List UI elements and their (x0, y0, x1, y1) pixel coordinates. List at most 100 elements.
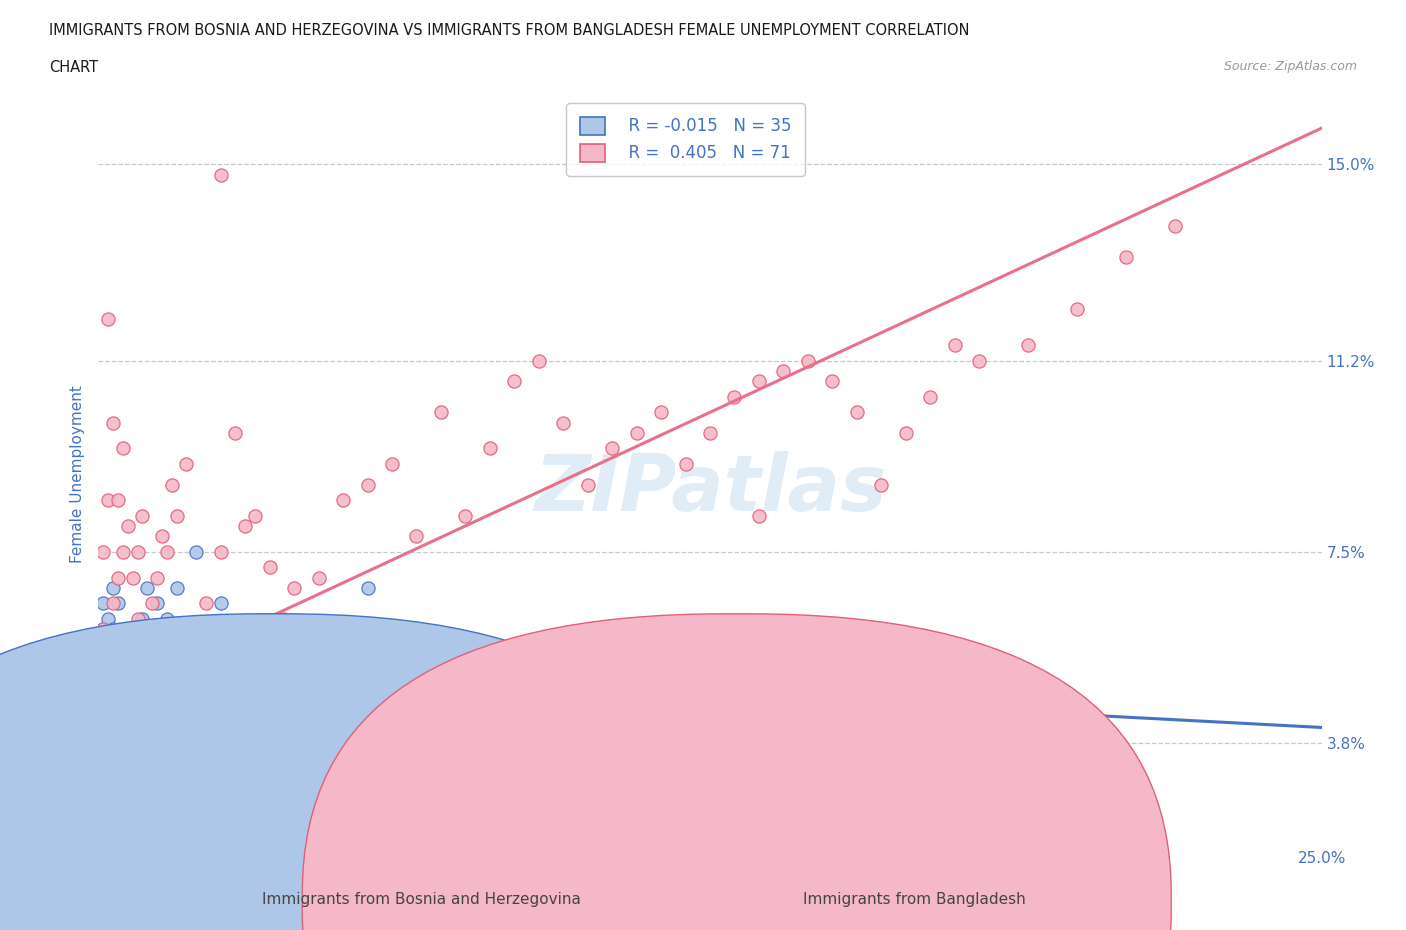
Point (117, 684, 139, 698)
Point (111, 632, 134, 647)
Point (273, 663, 295, 678)
Point (797, 353, 820, 368)
Point (156, 544, 179, 559)
Point (101, 699, 124, 714)
Point (233, 519, 256, 534)
Point (111, 441, 134, 456)
Point (894, 426, 917, 441)
Point (259, 622, 281, 637)
Point (454, 508, 477, 523)
Point (131, 612, 153, 627)
Point (943, 338, 966, 352)
Point (195, 596, 218, 611)
Point (553, 415, 575, 430)
Point (723, 390, 745, 405)
Point (430, 405, 453, 419)
Point (91, 647, 114, 662)
Point (576, 477, 599, 492)
Point (146, 596, 169, 611)
Text: Immigrants from Bangladesh: Immigrants from Bangladesh (803, 892, 1025, 907)
Point (117, 519, 139, 534)
Point (117, 647, 139, 662)
Point (101, 596, 124, 611)
Point (273, 612, 295, 627)
Point (107, 493, 129, 508)
Point (101, 415, 124, 430)
Point (101, 622, 124, 637)
Point (127, 544, 149, 559)
Point (97, 663, 120, 678)
Point (332, 493, 354, 508)
Point (699, 426, 721, 441)
Point (308, 570, 330, 585)
Point (156, 612, 179, 627)
FancyBboxPatch shape (0, 614, 707, 930)
Point (111, 544, 134, 559)
Point (91, 544, 114, 559)
Point (150, 529, 173, 544)
Point (121, 570, 143, 585)
Point (292, 632, 315, 647)
Point (870, 477, 893, 492)
Point (97, 684, 120, 698)
Point (772, 364, 794, 379)
Point (821, 374, 844, 389)
Point (650, 405, 672, 419)
Point (127, 612, 149, 627)
Legend:   R = -0.015   N = 35,   R =  0.405   N = 71: R = -0.015 N = 35, R = 0.405 N = 71 (567, 103, 804, 176)
Point (111, 647, 134, 662)
Point (101, 580, 124, 595)
Point (141, 647, 163, 662)
Point (600, 441, 623, 456)
Text: CHART: CHART (49, 60, 98, 75)
Point (224, 426, 246, 441)
Point (91, 622, 114, 637)
Point (405, 529, 427, 544)
Point (209, 596, 232, 611)
Point (101, 647, 124, 662)
Point (136, 580, 159, 595)
Point (233, 622, 256, 637)
Point (259, 560, 281, 575)
Point (748, 374, 770, 389)
Point (967, 353, 990, 368)
Point (356, 580, 378, 595)
Point (527, 353, 550, 368)
Point (117, 622, 139, 637)
Point (166, 508, 188, 523)
Text: Immigrants from Bosnia and Herzegovina: Immigrants from Bosnia and Herzegovina (263, 892, 581, 907)
Text: ZIPatlas: ZIPatlas (534, 451, 886, 527)
Point (283, 580, 305, 595)
Point (176, 457, 198, 472)
Point (209, 167, 232, 182)
Point (97, 493, 120, 508)
Point (1115, 250, 1137, 265)
Point (131, 673, 153, 688)
Point (356, 477, 378, 492)
Y-axis label: Female Unemployment: Female Unemployment (69, 385, 84, 564)
Text: IMMIGRANTS FROM BOSNIA AND HERZEGOVINA VS IMMIGRANTS FROM BANGLADESH FEMALE UNEM: IMMIGRANTS FROM BOSNIA AND HERZEGOVINA V… (49, 23, 970, 38)
Point (91, 622, 114, 637)
Point (107, 596, 129, 611)
Point (1066, 301, 1088, 316)
Point (626, 426, 648, 441)
Point (381, 457, 404, 472)
Point (503, 374, 526, 389)
Point (1164, 219, 1187, 233)
Point (111, 673, 134, 688)
Point (160, 477, 183, 492)
Text: Source: ZipAtlas.com: Source: ZipAtlas.com (1223, 60, 1357, 73)
Point (675, 457, 697, 472)
Point (91, 596, 114, 611)
Point (131, 508, 153, 523)
Point (136, 647, 159, 662)
FancyBboxPatch shape (302, 614, 1171, 930)
Point (1017, 338, 1039, 352)
Point (723, 736, 745, 751)
Point (186, 544, 208, 559)
Point (186, 647, 208, 662)
Point (478, 441, 501, 456)
Point (146, 570, 169, 585)
Point (243, 508, 266, 523)
Point (127, 632, 149, 647)
